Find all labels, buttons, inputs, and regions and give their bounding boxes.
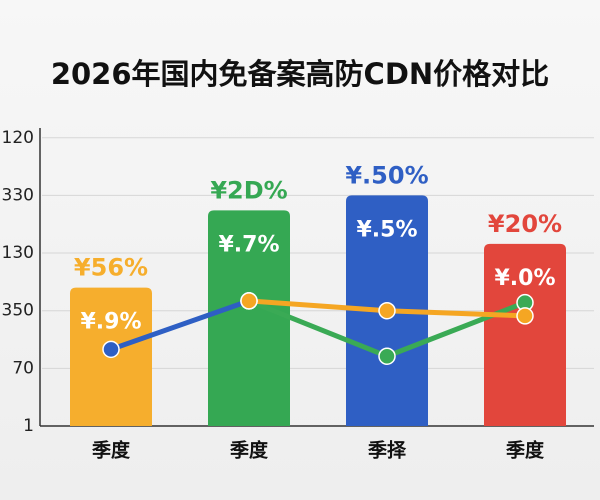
y-tick-label: 1 [23,416,34,436]
y-tick-label: 330 [2,185,34,205]
chart-title: 2026年国内免备案高防CDN价格对比 [51,57,549,91]
inner-label: ¥.5% [356,217,417,242]
x-tick-label: 季度 [506,439,545,462]
line [108,298,252,352]
y-tick-label: 70 [12,358,34,378]
inner-label: ¥.9% [80,310,141,335]
bar-label: ¥2D% [210,176,287,204]
inner-label: ¥.0% [494,266,555,291]
line-marker [378,347,396,365]
bar-label: ¥20% [488,210,562,238]
bar-label: ¥.50% [345,161,428,189]
y-tick-label: 350 [2,301,34,321]
y-tick-label: 130 [2,243,34,263]
x-tick-label: 季度 [92,439,131,462]
x-tick-label: 季度 [230,439,269,462]
line-marker [378,301,396,320]
inner-label: ¥.7% [218,232,279,257]
line-marker [102,340,120,359]
bar [208,210,290,426]
x-tick-label: 季择 [368,440,407,462]
line-marker [240,292,258,310]
line-marker [516,307,534,325]
y-tick-label: 120 [2,128,34,148]
bar [484,243,566,426]
bar-label: ¥56% [74,254,148,282]
